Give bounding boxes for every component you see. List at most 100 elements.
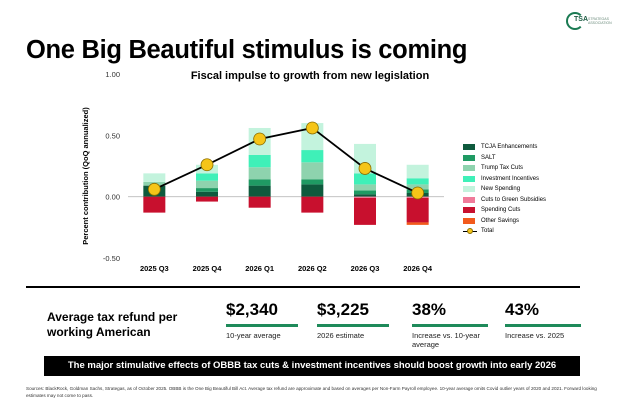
- x-tick-label: 2025 Q4: [193, 264, 223, 273]
- legend-item: New Spending: [463, 184, 623, 195]
- stat-underline: [412, 324, 488, 327]
- bar-segment-trump-tax-cuts: [354, 184, 376, 191]
- stats-label: Average tax refund per working American: [47, 310, 178, 339]
- legend-item-total: Total: [463, 226, 623, 237]
- legend-swatch: [463, 165, 475, 171]
- legend-label: Total: [481, 228, 494, 234]
- total-line-dot-icon: [463, 228, 477, 234]
- legend-item: Cuts to Green Subsidies: [463, 195, 623, 206]
- total-point: [358, 162, 372, 175]
- bar-segment-tcja-enhancements: [354, 194, 376, 197]
- chart-legend: TCJA Enhancements SALT Trump Tax Cuts Inves…: [463, 142, 623, 237]
- legend-item: Trump Tax Cuts: [463, 163, 623, 174]
- y-axis-label: Percent contribution (QoQ annualized): [81, 107, 90, 245]
- x-tick-label: 2025 Q3: [140, 264, 169, 273]
- legend-label: SALT: [481, 154, 496, 161]
- legend-swatch: [463, 186, 475, 192]
- bar-segment-trump-tax-cuts: [248, 167, 271, 180]
- legend-label: Trump Tax Cuts: [481, 165, 524, 171]
- legend-label: Other Savings: [481, 217, 520, 224]
- bar-segment-investment-incentives: [196, 173, 218, 181]
- stat-desc: 2026 estimate: [317, 331, 365, 340]
- legend-swatch: [463, 144, 475, 150]
- bar-segment-spending-cuts: [354, 197, 376, 225]
- bar-segment-salt: [248, 179, 271, 186]
- stat-value: 43%: [505, 300, 540, 319]
- y-tick-label: -0.50: [103, 254, 120, 263]
- x-tick-label: 2026 Q2: [298, 264, 327, 273]
- legend-label: TCJA Enhancements: [481, 144, 538, 150]
- bar-segment-spending-cuts: [301, 196, 324, 213]
- legend-swatch: [463, 217, 475, 224]
- logo-ring-icon: [566, 12, 584, 30]
- stat-desc: Increase vs. 2025: [505, 331, 565, 340]
- stat-increase-vs-average: 38% Increase vs. 10-year average: [412, 300, 488, 349]
- legend-item: Investment Incentives: [463, 174, 623, 185]
- stat-desc: Increase vs. 10-year average: [412, 331, 480, 349]
- legend-label: Spending Cuts: [481, 207, 521, 213]
- total-line: [153, 127, 419, 194]
- total-point: [200, 158, 214, 172]
- legend-swatch: [463, 196, 475, 203]
- bar-segment-trump-tax-cuts: [301, 162, 324, 180]
- bar-segment-trump-tax-cuts: [196, 180, 218, 189]
- bar-segment-investment-incentives: [301, 150, 324, 163]
- bar-segment-new-spending: [143, 173, 166, 182]
- stat-underline: [226, 324, 298, 327]
- legend-swatch: [463, 175, 475, 182]
- bar-segment-spending-cuts: [196, 196, 218, 202]
- stat-underline: [317, 324, 389, 327]
- stat-value: 38%: [412, 300, 447, 319]
- y-tick-label: 0.00: [105, 193, 120, 202]
- stat-value: $2,340: [226, 300, 278, 319]
- legend-label: Cuts to Green Subsidies: [481, 196, 547, 203]
- total-point: [147, 182, 161, 196]
- legend-swatch: [463, 154, 475, 161]
- bar-segment-tcja-enhancements: [301, 184, 324, 197]
- page-title: One Big Beautiful stimulus is coming: [26, 36, 468, 64]
- x-tick-label: 2026 Q4: [403, 264, 433, 273]
- y-tick-label: 0.50: [105, 131, 120, 140]
- stat-underline: [505, 324, 581, 327]
- logo-mark: TSA: [574, 16, 588, 23]
- summary-banner: The major stimulative effects of OBBB ta…: [44, 356, 580, 376]
- stat-ten-year-average: $2,340 10-year average: [226, 300, 298, 340]
- stat-increase-vs-2025: 43% Increase vs. 2025: [505, 300, 581, 340]
- legend-item: TCJA Enhancements: [463, 142, 623, 153]
- x-tick-label: 2026 Q1: [245, 264, 274, 273]
- logo: TSA STRATEGAS ASSOCIATION: [566, 10, 612, 32]
- legend-item: SALT: [463, 153, 623, 164]
- x-tick-label: 2026 Q3: [351, 264, 380, 273]
- legend-label: New Spending: [481, 186, 521, 192]
- bar-segment-tcja-enhancements: [248, 185, 271, 197]
- bar-segment-investment-incentives: [406, 178, 429, 185]
- bar-segment-salt: [354, 190, 376, 195]
- bar-segment-spending-cuts: [143, 196, 166, 213]
- bar-segment-new-spending: [406, 164, 429, 179]
- legend-swatch: [463, 207, 475, 213]
- bar-segment-salt: [301, 179, 324, 185]
- section-divider: [26, 286, 580, 288]
- legend-item: Other Savings: [463, 216, 623, 227]
- stat-value: $3,225: [317, 300, 369, 319]
- bar-segment-other-savings: [406, 222, 429, 225]
- bar-segment-investment-incentives: [354, 173, 376, 185]
- stat-desc: 10-year average: [226, 331, 281, 340]
- total-point: [253, 132, 267, 146]
- bar-segment-cuts-to-green-subsidies: [354, 196, 376, 198]
- legend-item: Spending Cuts: [463, 205, 623, 216]
- total-point: [305, 121, 319, 135]
- bar-segment-salt: [196, 188, 218, 192]
- chart-title: Fiscal impulse to growth from new legisl…: [191, 70, 430, 82]
- bar-segment-tcja-enhancements: [196, 191, 218, 197]
- fiscal-impulse-chart: Fiscal impulse to growth from new legisl…: [81, 70, 444, 273]
- bar-segment-investment-incentives: [248, 154, 271, 168]
- logo-subtitle: STRATEGAS ASSOCIATION: [588, 17, 612, 25]
- y-tick-label: 1.00: [105, 70, 120, 79]
- stat-2026-estimate: $3,225 2026 estimate: [317, 300, 389, 340]
- legend-label: Investment Incentives: [481, 175, 540, 182]
- total-point: [411, 186, 425, 200]
- bar-segment-spending-cuts: [248, 196, 271, 208]
- bar-segment-spending-cuts: [406, 197, 429, 223]
- sources-note: Sources: BlackRock, Goldman Sachs, Strat…: [26, 386, 597, 398]
